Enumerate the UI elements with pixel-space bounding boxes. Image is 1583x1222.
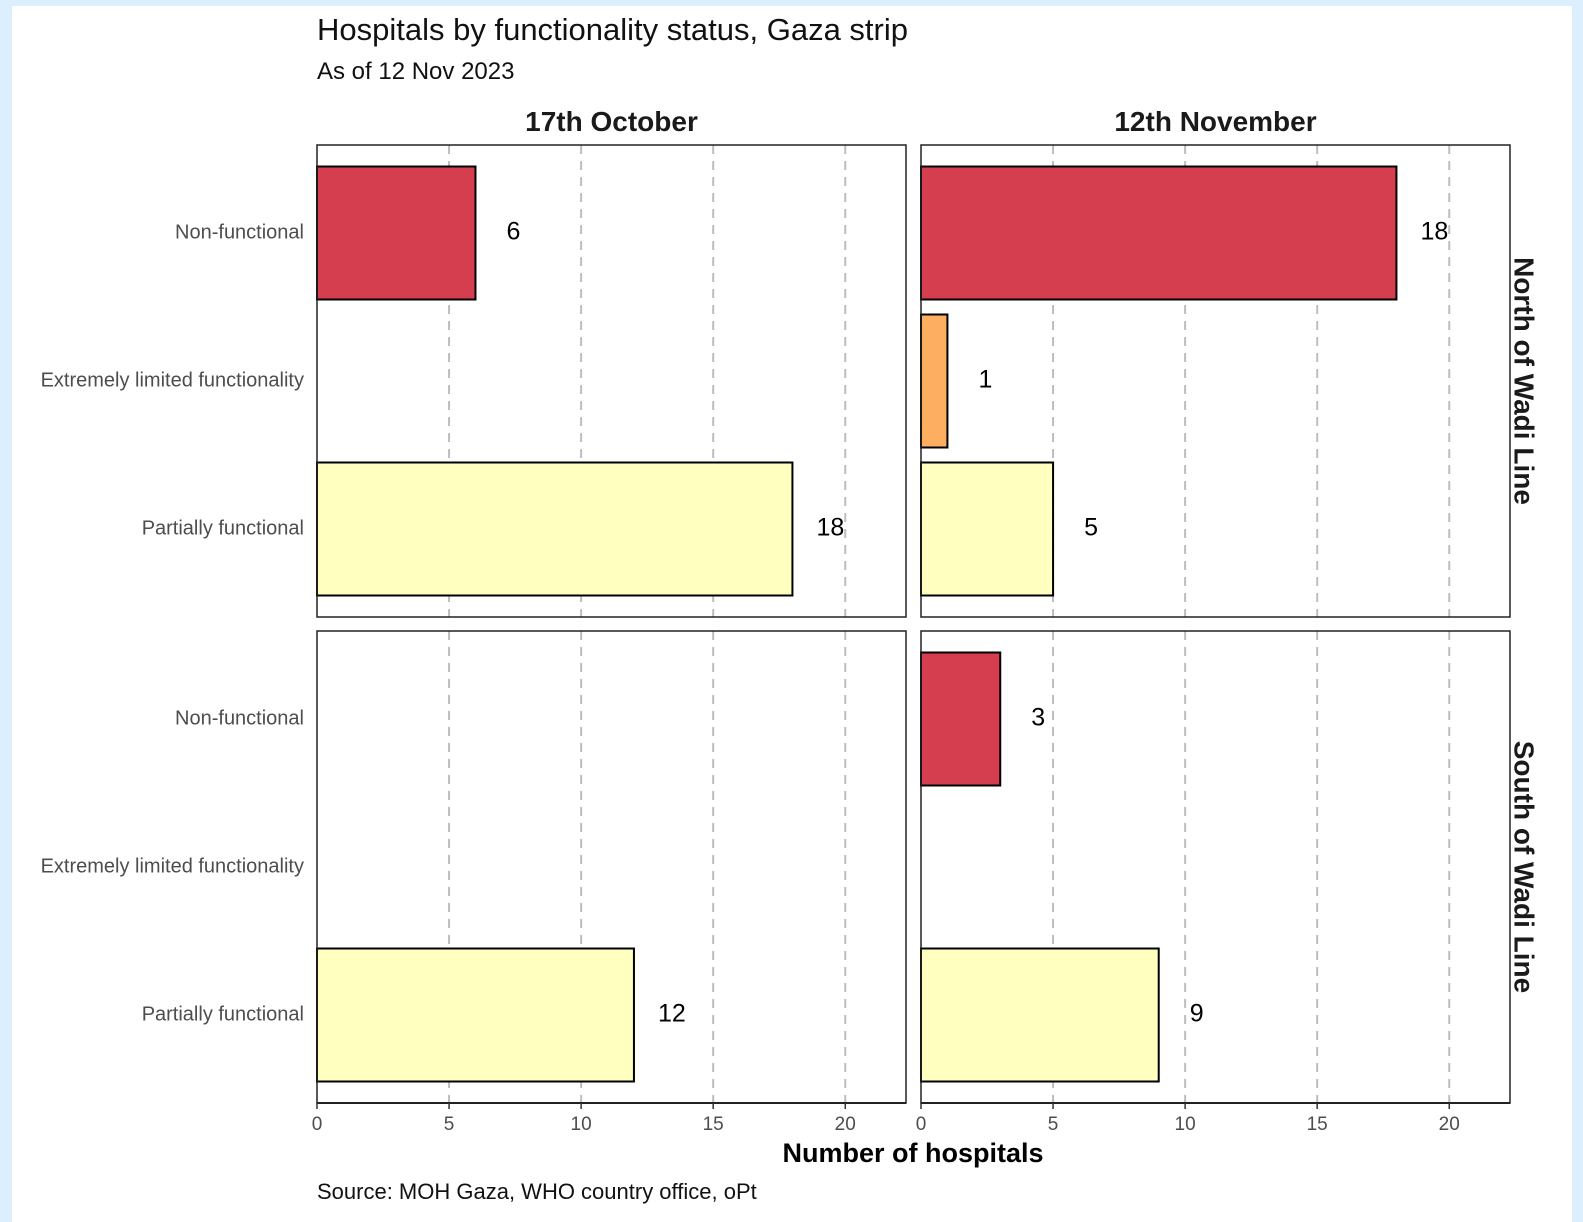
row-strip-south-of-wadi-line: South of Wadi Line: [1509, 741, 1540, 993]
x-axis-title: Number of hospitals: [782, 1138, 1043, 1168]
data-label-12th-november-south-of-wadi-line-partially-functional: 9: [1190, 1000, 1204, 1028]
x-tick-label-17th-october-10: 10: [571, 1114, 592, 1135]
data-label-17th-october-north-of-wadi-line-partially-functional: 18: [817, 514, 845, 542]
data-label-17th-october-north-of-wadi-line-non-functional: 6: [507, 218, 521, 246]
category-label-north-of-wadi-line-extremely-limited-functionality: Extremely limited functionality: [41, 369, 304, 391]
panel-border-12th-november-north-of-wadi-line: [920, 144, 1511, 618]
bar-17th-october-north-of-wadi-line-non-functional: [316, 165, 477, 301]
data-label-12th-november-north-of-wadi-line-non-functional: 18: [1421, 218, 1449, 246]
x-tick-label-17th-october-20: 20: [835, 1114, 856, 1135]
x-tick-label-12th-november-5: 5: [1048, 1114, 1059, 1135]
chart-title: Hospitals by functionality status, Gaza …: [317, 12, 908, 47]
faceted-bar-chart: Hospitals by functionality status, Gaza …: [41, 12, 1540, 1204]
chart-subtitle: As of 12 Nov 2023: [317, 58, 514, 85]
x-tick-label-12th-november-20: 20: [1439, 1114, 1460, 1135]
category-label-south-of-wadi-line-extremely-limited-functionality: Extremely limited functionality: [41, 855, 304, 877]
x-tick-label-17th-october-0: 0: [312, 1114, 323, 1135]
x-tick-label-12th-november-0: 0: [916, 1114, 927, 1135]
column-strip-17th-october: 17th October: [525, 106, 698, 137]
chart-caption: Source: MOH Gaza, WHO country office, oP…: [317, 1179, 757, 1204]
bar-12th-november-north-of-wadi-line-non-functional: [920, 165, 1398, 301]
bar-12th-november-north-of-wadi-line-partially-functional: [920, 461, 1055, 597]
bar-12th-november-south-of-wadi-line-partially-functional: [920, 947, 1160, 1083]
panels: 17th October 12th November North of Wadi L…: [41, 106, 1540, 1135]
x-tick-label-12th-november-10: 10: [1175, 1114, 1196, 1135]
x-tick-label-17th-october-5: 5: [444, 1114, 455, 1135]
category-label-north-of-wadi-line-non-functional: Non-functional: [175, 221, 304, 243]
chart-frame: Hospitals by functionality status, Gaza …: [12, 6, 1572, 1222]
data-label-12th-november-north-of-wadi-line-partially-functional: 5: [1084, 514, 1098, 542]
category-label-north-of-wadi-line-partially-functional: Partially functional: [142, 517, 304, 539]
x-tick-label-17th-october-15: 15: [703, 1114, 724, 1135]
data-label-17th-october-south-of-wadi-line-partially-functional: 12: [658, 1000, 686, 1028]
bar-12th-november-north-of-wadi-line-extremely-limited-functionality: [920, 313, 949, 449]
panel-border-17th-october-north-of-wadi-line: [316, 144, 907, 618]
data-label-12th-november-south-of-wadi-line-non-functional: 3: [1031, 704, 1045, 732]
category-label-south-of-wadi-line-partially-functional: Partially functional: [142, 1003, 304, 1025]
category-label-south-of-wadi-line-non-functional: Non-functional: [175, 707, 304, 729]
bar-12th-november-south-of-wadi-line-non-functional: [920, 651, 1002, 787]
x-tick-label-12th-november-15: 15: [1307, 1114, 1328, 1135]
data-label-12th-november-north-of-wadi-line-extremely-limited-functionality: 1: [978, 366, 992, 394]
column-strip-12th-november: 12th November: [1114, 106, 1316, 137]
bar-17th-october-north-of-wadi-line-partially-functional: [316, 461, 794, 597]
row-strip-north-of-wadi-line: North of Wadi Line: [1509, 257, 1540, 505]
bar-17th-october-south-of-wadi-line-partially-functional: [316, 947, 635, 1083]
